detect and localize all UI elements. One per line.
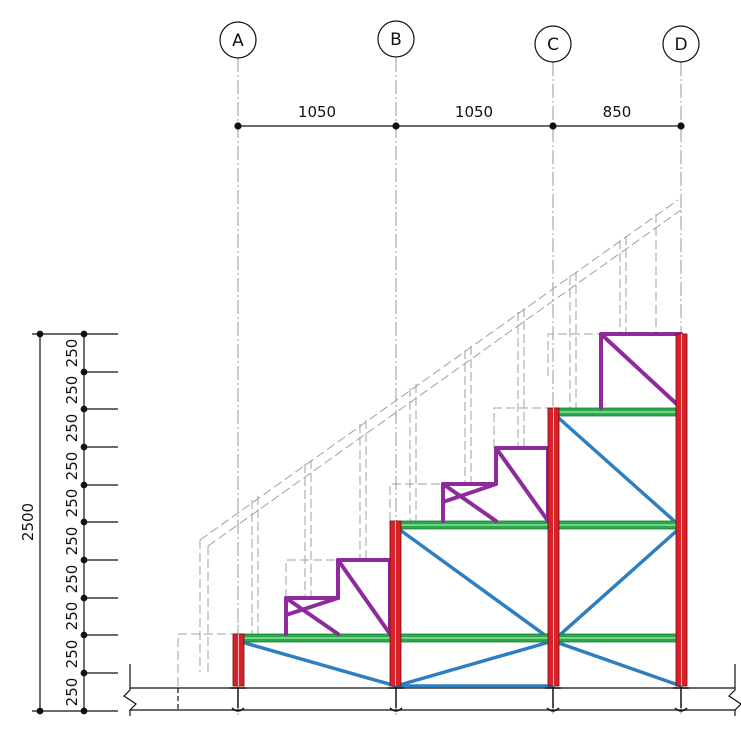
- grid-label-c: C: [547, 35, 559, 55]
- columns: [232, 333, 688, 687]
- vertical-dimension-label: 250: [63, 640, 81, 669]
- brace: [551, 639, 683, 688]
- brace: [394, 639, 555, 688]
- vertical-dimension-label: 250: [63, 489, 81, 518]
- brace: [394, 525, 555, 643]
- grid-label-a: A: [232, 31, 244, 51]
- column-a: [232, 633, 245, 687]
- vertical-dimension-label: 250: [63, 452, 81, 481]
- dimension-a-b: 1050: [298, 103, 336, 121]
- vertical-dimension-label: 250: [63, 678, 81, 707]
- vertical-dimension-label: 250: [63, 527, 81, 556]
- diagonal-braces: [236, 411, 683, 688]
- hidden-stair-outline: [177, 199, 682, 686]
- brace: [236, 639, 398, 688]
- grid-bubble-d: D: [662, 25, 700, 63]
- column-c: [547, 407, 560, 687]
- grid-bubble-a: A: [219, 21, 257, 59]
- vertical-dimension-label: 250: [63, 565, 81, 594]
- brace: [551, 411, 683, 529]
- grid-centerlines: [237, 58, 682, 715]
- dimension-b-c: 1050: [455, 103, 493, 121]
- column-b: [389, 520, 402, 687]
- grid-bubble-c: C: [534, 25, 572, 63]
- floor-slab: [123, 664, 741, 716]
- grid-bubble-b: B: [377, 20, 415, 58]
- vertical-dimension-label: 250: [63, 339, 81, 368]
- vertical-dimension-label: 250: [63, 414, 81, 443]
- vertical-dimension-chain: [32, 330, 118, 715]
- grid-label-d: D: [674, 35, 687, 55]
- vertical-dimension-label: 250: [63, 602, 81, 631]
- dimension-c-d: 850: [603, 103, 632, 121]
- column-base-anchors: [230, 687, 689, 712]
- horizontal-dimension-line: [234, 122, 685, 130]
- vertical-dimension-labels: 250 250 250 250 250 250 250 250 250 250 …: [19, 339, 81, 707]
- grid-label-b: B: [390, 30, 402, 50]
- column-d: [675, 333, 688, 687]
- vertical-dimension-label: 250: [63, 376, 81, 405]
- brace: [551, 525, 683, 643]
- total-height-label: 2500: [19, 503, 37, 541]
